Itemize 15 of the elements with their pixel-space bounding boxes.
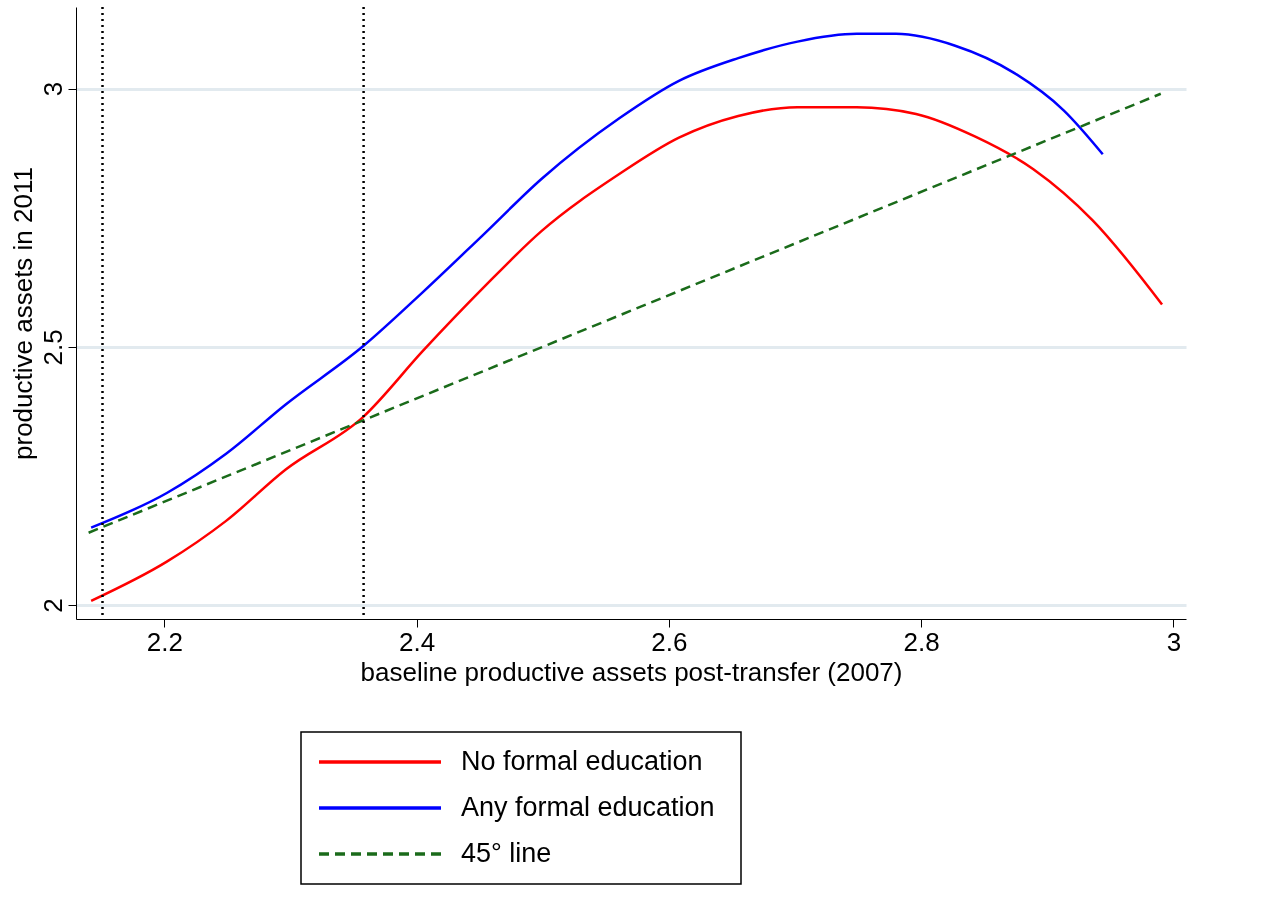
x-tick-label: 2.6 xyxy=(651,626,688,657)
x-tick-label: 2.2 xyxy=(146,626,183,657)
x-tick-label: 2.4 xyxy=(398,626,436,657)
legend-label: 45° line xyxy=(461,838,552,868)
y-axis-title: productive assets in 2011 xyxy=(7,167,38,460)
legend-label: Any formal education xyxy=(461,792,715,822)
x-tick-label: 2.8 xyxy=(903,626,940,657)
x-axis-title: baseline productive assets post-transfer (2007) xyxy=(360,656,903,687)
y-tick-label: 2 xyxy=(37,598,68,613)
y-tick-label: 2.5 xyxy=(37,329,68,366)
x-tick-label: 3 xyxy=(1166,626,1182,657)
line-series xyxy=(89,32,1104,529)
legend-label: No formal education xyxy=(461,746,703,776)
line-series xyxy=(89,105,1164,603)
y-tick-label: 3 xyxy=(37,81,68,97)
